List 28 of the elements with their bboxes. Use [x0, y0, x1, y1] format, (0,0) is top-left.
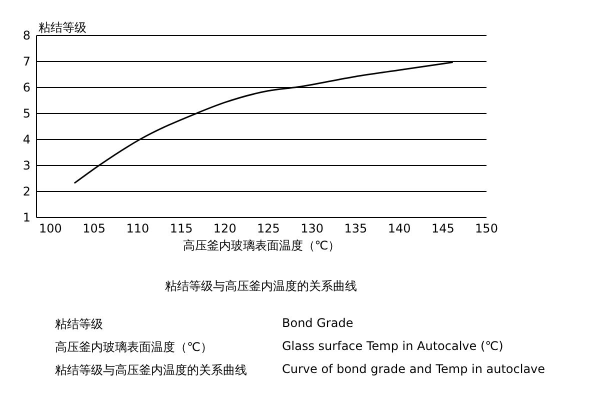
y-tick-label: 3	[22, 158, 30, 172]
x-tick-label: 120	[213, 222, 236, 236]
x-tick-label: 135	[344, 222, 368, 236]
x-tick-label: 140	[388, 222, 411, 236]
x-tick-label: 100	[39, 222, 62, 236]
x-tick-label: 130	[300, 222, 324, 236]
x-tick-label: 150	[475, 222, 498, 236]
text: 粘结等级与高压釜内温度的关系曲线	[55, 362, 248, 379]
x-tick-label: 110	[126, 222, 150, 236]
text: Curve of bond grade and Temp in autoclave	[282, 362, 546, 378]
y-tick-label: 5	[22, 106, 30, 120]
text: Bond Grade	[282, 316, 354, 332]
y-tick-label: 2	[22, 184, 30, 198]
x-tick-label: 105	[82, 222, 106, 236]
y-tick-label: 4	[22, 132, 30, 146]
x-tick-label: 115	[170, 222, 193, 236]
text: Glass surface Temp in Autocalve (℃)	[282, 339, 504, 355]
text: 粘结等级	[55, 316, 104, 333]
x-axis-title: 高压釜内玻璃表面温度（℃）	[182, 238, 340, 252]
y-axis-title: 粘结等级	[38, 20, 86, 34]
y-tick-label: 6	[22, 80, 30, 94]
y-tick-label: 7	[22, 54, 30, 68]
x-tick-label: 145	[431, 222, 454, 236]
text: 高压釜内玻璃表面温度（℃）	[55, 339, 214, 356]
text: 粘结等级与高压釜内温度的关系曲线	[165, 279, 357, 293]
y-tick-label: 8	[22, 28, 30, 42]
x-tick-label: 125	[257, 222, 280, 236]
y-tick-label: 1	[22, 210, 30, 224]
